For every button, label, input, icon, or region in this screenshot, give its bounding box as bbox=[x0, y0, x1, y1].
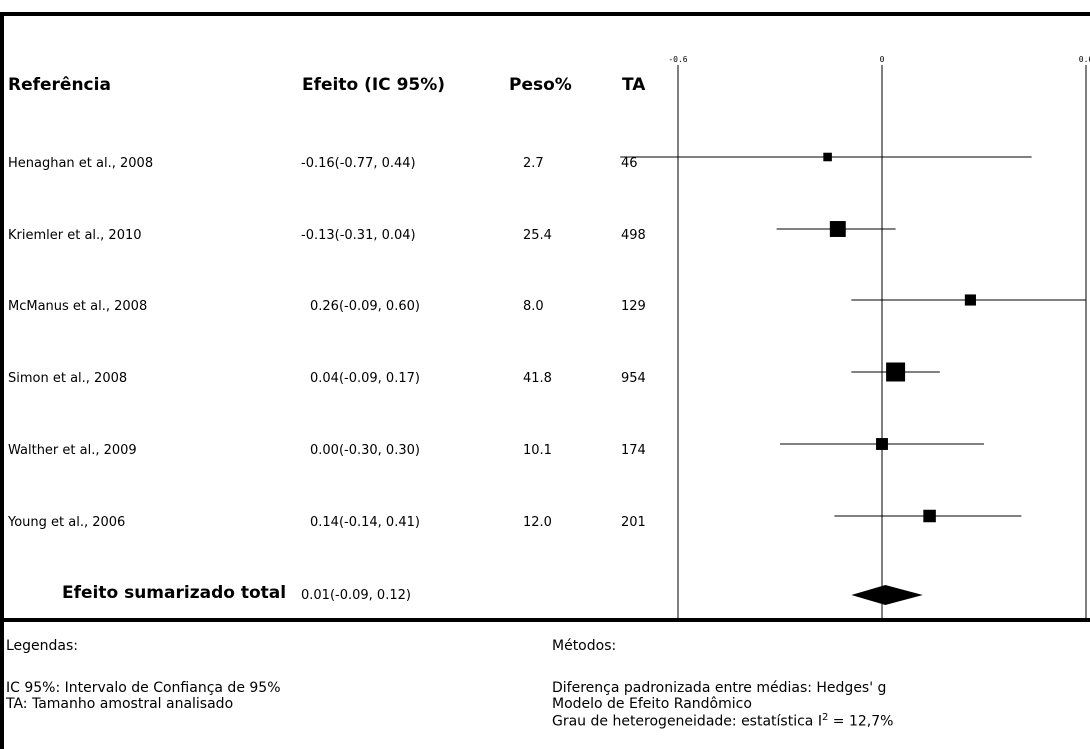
effect-marker bbox=[923, 509, 936, 523]
section-divider bbox=[0, 618, 1090, 622]
x-tick-label: 0.6 bbox=[1079, 55, 1090, 64]
effect-marker bbox=[823, 152, 832, 162]
methods-title: Métodos: bbox=[552, 638, 617, 654]
row-weight: 12.0 bbox=[523, 515, 552, 530]
row-ta: 954 bbox=[621, 371, 646, 386]
row-reference: Walther et al., 2009 bbox=[8, 443, 137, 458]
row-ta: 201 bbox=[621, 515, 646, 530]
row-reference: Kriemler et al., 2010 bbox=[8, 228, 142, 243]
row-ta: 46 bbox=[621, 156, 638, 171]
legend-title: Legendas: bbox=[6, 638, 79, 654]
row-weight: 8.0 bbox=[523, 299, 544, 314]
row-effect: 0.14(-0.14, 0.41) bbox=[310, 515, 420, 530]
row-weight: 25.4 bbox=[523, 228, 552, 243]
row-effect: 0.00(-0.30, 0.30) bbox=[310, 443, 420, 458]
row-reference: McManus et al., 2008 bbox=[8, 299, 148, 314]
row-reference: Simon et al., 2008 bbox=[8, 371, 128, 386]
row-ta: 129 bbox=[621, 299, 646, 314]
effect-marker bbox=[876, 438, 888, 450]
header-weight: Peso% bbox=[509, 75, 572, 95]
methods-line-heterogeneity: Grau de heterogeneidade: estatística I2 … bbox=[552, 712, 894, 730]
row-reference: Young et al., 2006 bbox=[8, 515, 126, 530]
row-effect: -0.16(-0.77, 0.44) bbox=[301, 156, 416, 171]
forest-plot: -0.6 0 0.6 bbox=[620, 55, 1090, 618]
methods-line-model: Modelo de Efeito Randômico bbox=[552, 696, 752, 712]
row-effect: -0.13(-0.31, 0.04) bbox=[301, 228, 416, 243]
methods-line-hedges: Diferença padronizada entre médias: Hedg… bbox=[552, 680, 887, 696]
row-reference: Henaghan et al., 2008 bbox=[8, 156, 154, 171]
row-weight: 10.1 bbox=[523, 443, 552, 458]
header-effect: Efeito (IC 95%) bbox=[302, 75, 446, 95]
row-ta: 498 bbox=[621, 228, 646, 243]
effect-marker bbox=[829, 221, 846, 237]
row-weight: 2.7 bbox=[523, 156, 544, 171]
summary-effect: 0.01(-0.09, 0.12) bbox=[301, 588, 411, 603]
row-effect: 0.26(-0.09, 0.60) bbox=[310, 299, 420, 314]
legend-line-ic: IC 95%: Intervalo de Confiança de 95% bbox=[6, 680, 281, 696]
x-tick-label: -0.6 bbox=[668, 55, 687, 64]
row-effect: 0.04(-0.09, 0.17) bbox=[310, 371, 420, 386]
x-tick-label: 0 bbox=[880, 55, 885, 64]
forest-table: Referência Efeito (IC 95%) Peso% TA Hena… bbox=[8, 55, 1090, 618]
summary-diamond bbox=[851, 585, 923, 605]
summary-label: Efeito sumarizado total bbox=[62, 583, 287, 603]
legend-line-ta: TA: Tamanho amostral analisado bbox=[6, 696, 234, 712]
header-reference: Referência bbox=[8, 75, 111, 95]
row-weight: 41.8 bbox=[523, 371, 552, 386]
effect-marker bbox=[886, 362, 906, 382]
header-ta: TA bbox=[622, 75, 646, 95]
forest-plot-frame bbox=[0, 12, 1090, 749]
effect-marker bbox=[964, 294, 976, 306]
row-ta: 174 bbox=[621, 443, 646, 458]
